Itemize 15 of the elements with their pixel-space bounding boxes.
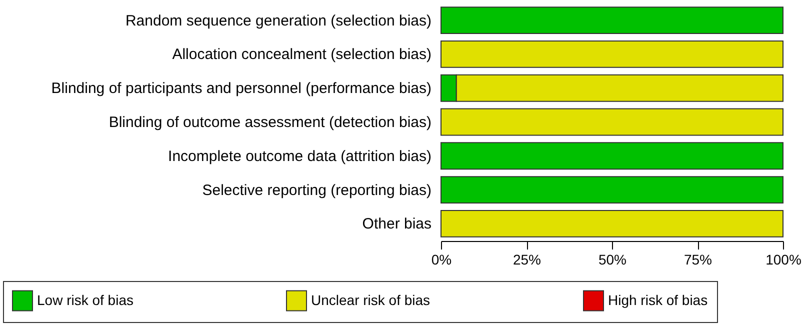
y-tick-label: Random sequence generation (selection bias) (125, 12, 432, 30)
y-tick-label: Allocation concealment (selection bias) (172, 46, 432, 64)
legend-label: High risk of bias (608, 292, 708, 308)
x-tick-label: 25% (512, 252, 542, 268)
x-tick-label: 0% (431, 252, 452, 268)
y-tick-label: Blinding of participants and personnel (performance bias) (51, 80, 432, 98)
x-tick-label: 100% (766, 252, 802, 268)
x-tick-label: 75% (684, 252, 712, 268)
legend-label: Low risk of bias (37, 292, 134, 308)
y-tick-label: Selective reporting (reporting bias) (202, 182, 432, 199)
y-tick-label: Incomplete outcome data (attrition bias) (168, 148, 432, 165)
legend-label: Unclear risk of bias (311, 292, 430, 308)
y-tick-label: Blinding of outcome assessment (detection bias) (108, 114, 432, 131)
y-tick-label: Other bias (362, 216, 432, 233)
x-tick-label: 50% (598, 252, 627, 268)
